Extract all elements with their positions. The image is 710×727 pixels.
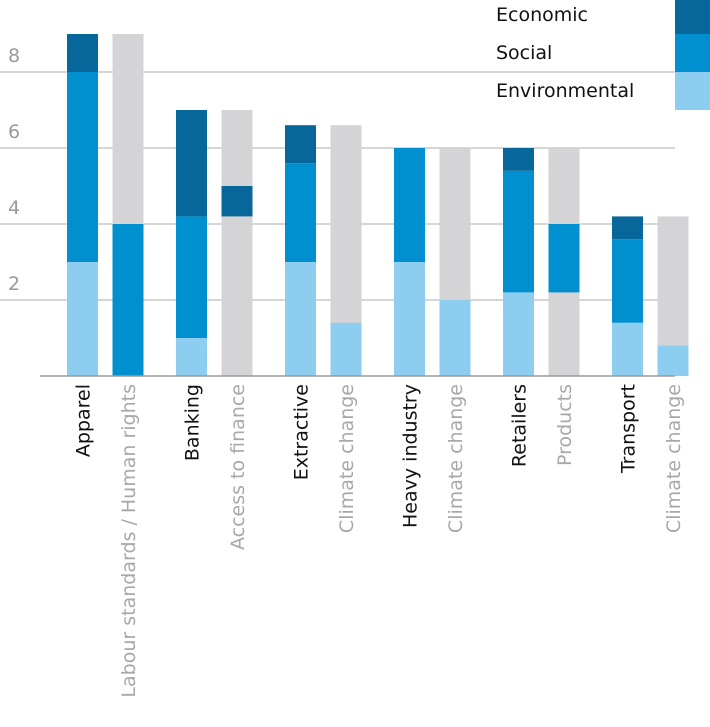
category-label: Climate change (336, 384, 358, 533)
bars (67, 34, 689, 376)
legend-label: Economic (496, 4, 588, 26)
category-label: Banking (182, 384, 204, 461)
bar-background (221, 110, 253, 376)
category-label: Apparel (73, 384, 95, 457)
bar-segment-economic (67, 34, 98, 72)
category-label: Retailers (509, 384, 531, 467)
category-label: Heavy industry (400, 384, 422, 528)
bar-segment-social (176, 216, 207, 338)
category-label: Extractive (291, 384, 313, 480)
bar-segment-social (394, 148, 425, 262)
bar-segment-environmental (67, 262, 98, 376)
bar-segment-environmental (503, 292, 534, 376)
bar-segment-environmental (657, 345, 689, 376)
y-tick-label: 2 (8, 273, 20, 295)
bar-segment-social (112, 224, 144, 376)
bar-segment-environmental (612, 322, 643, 376)
category-label: Climate change (663, 384, 685, 533)
y-tick-label: 4 (8, 197, 20, 219)
legend-swatch-economic (675, 0, 710, 34)
bar-segment-environmental (439, 300, 471, 376)
bar-segment-environmental (394, 262, 425, 376)
legend: Economic Social Environmental (496, 0, 710, 110)
bar-segment-environmental (285, 262, 316, 376)
bar-segment-economic (285, 125, 316, 164)
category-label: Products (554, 384, 576, 466)
bar-segment-social (285, 163, 316, 262)
legend-label: Social (496, 42, 552, 64)
legend-swatch-environmental (675, 72, 710, 110)
category-label: Transport (618, 384, 640, 474)
bar-segment-environmental (330, 322, 362, 376)
y-axis-tick-labels: 246810 (8, 45, 20, 295)
bar-segment-economic (176, 110, 207, 217)
legend-swatch-social (675, 34, 710, 72)
bar-segment-social (503, 170, 534, 293)
bar-segment-social (612, 239, 643, 323)
category-labels: Apparel Labour standards / Human rights Ba… (73, 384, 686, 698)
category-label: Access to finance (227, 384, 249, 550)
y-tick-label: 8 (8, 45, 20, 67)
bar-segment-environmental (176, 338, 207, 376)
bar-segment-economic (612, 216, 643, 240)
bar-segment-economic (503, 148, 534, 171)
bar-segment-social (67, 72, 98, 262)
category-label: Climate change (445, 384, 467, 533)
bar-segment-social (548, 224, 580, 293)
bar-segment-economic (221, 186, 253, 217)
legend-label: Environmental (496, 80, 634, 102)
y-tick-label: 6 (8, 121, 20, 143)
category-label: Labour standards / Human rights (118, 384, 140, 698)
